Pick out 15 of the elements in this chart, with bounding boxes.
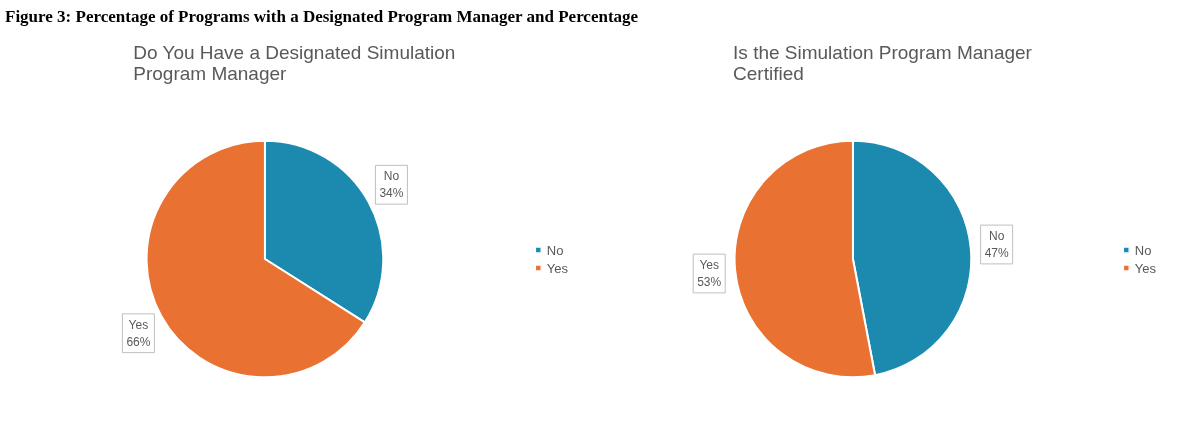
data-label: 34% bbox=[379, 186, 404, 201]
data-label: 53% bbox=[697, 275, 722, 290]
chart-title: Do You Have a Designated Simulation Program Manager bbox=[133, 41, 456, 84]
legend-label: Yes bbox=[1134, 260, 1156, 276]
legend-label: No bbox=[1134, 242, 1153, 258]
data-label: 66% bbox=[126, 334, 151, 349]
data-label: 47% bbox=[984, 246, 1009, 261]
legend-label: Yes bbox=[546, 260, 568, 276]
caption: Figure 3: Percentage of Programs with a Designated Program Manager and Percentage bbox=[5, 6, 639, 28]
legend-label: No bbox=[546, 242, 565, 258]
slice-label: No bbox=[383, 169, 400, 184]
slice-label: Yes bbox=[699, 258, 719, 273]
slice-label: Yes bbox=[128, 318, 149, 333]
slice-label: No bbox=[988, 229, 1005, 244]
chart-title: Is the Simulation Program Manager Certified bbox=[733, 41, 1033, 84]
